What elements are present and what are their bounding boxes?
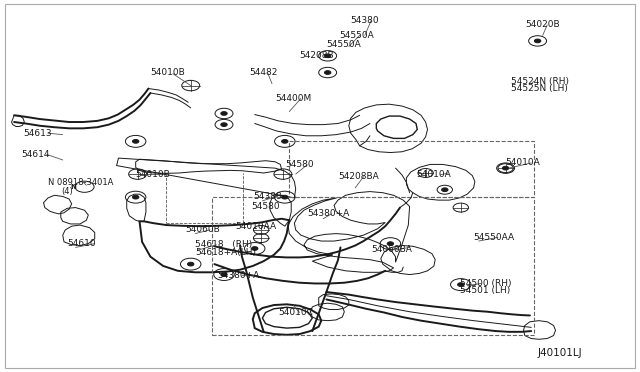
Text: 54010A: 54010A <box>416 170 451 179</box>
Text: 54010A: 54010A <box>506 158 540 167</box>
Text: 54208B: 54208B <box>300 51 334 60</box>
Text: 54580: 54580 <box>251 202 280 211</box>
Circle shape <box>324 71 331 74</box>
Circle shape <box>282 140 288 143</box>
Text: 54020B: 54020B <box>525 20 559 29</box>
Circle shape <box>458 283 464 286</box>
Text: 54550A: 54550A <box>339 31 374 40</box>
Text: 54208BA: 54208BA <box>338 172 379 181</box>
Text: 54610: 54610 <box>67 239 96 248</box>
Bar <box>212 197 534 335</box>
Text: 54500 (RH): 54500 (RH) <box>460 279 511 288</box>
Text: 54060B: 54060B <box>186 225 220 234</box>
Text: 54550AA: 54550AA <box>474 233 515 242</box>
Text: J40101LJ: J40101LJ <box>538 349 582 358</box>
Text: 54525N (LH): 54525N (LH) <box>511 84 568 93</box>
Circle shape <box>442 188 448 192</box>
Text: 54501 (LH): 54501 (LH) <box>460 286 510 295</box>
Text: 54388: 54388 <box>253 192 282 201</box>
Text: 54380: 54380 <box>351 16 380 25</box>
Text: 54010B: 54010B <box>136 170 170 179</box>
Text: 54400M: 54400M <box>275 94 312 103</box>
Text: 54614: 54614 <box>22 150 51 159</box>
Text: 54380+A: 54380+A <box>307 209 349 218</box>
Text: 54010B: 54010B <box>150 68 185 77</box>
Text: 54613: 54613 <box>24 129 52 138</box>
Bar <box>289 141 534 197</box>
Text: 54010AA: 54010AA <box>236 222 276 231</box>
Circle shape <box>221 273 227 276</box>
Text: 54010C: 54010C <box>278 308 313 317</box>
Circle shape <box>324 54 331 58</box>
Circle shape <box>387 242 394 246</box>
Circle shape <box>221 123 227 126</box>
Text: 54482: 54482 <box>250 68 278 77</box>
Text: 54618   (RH): 54618 (RH) <box>195 240 252 249</box>
Circle shape <box>282 195 288 199</box>
Text: 54380+A: 54380+A <box>218 271 260 280</box>
Text: 54060BA: 54060BA <box>371 246 412 254</box>
Circle shape <box>188 262 194 266</box>
Text: 54524N (RH): 54524N (RH) <box>511 77 569 86</box>
Circle shape <box>534 39 541 43</box>
Circle shape <box>221 112 227 115</box>
Text: N: N <box>70 184 76 190</box>
Circle shape <box>132 140 139 143</box>
Text: 54580: 54580 <box>285 160 314 169</box>
Circle shape <box>502 166 509 170</box>
Text: 54618+A(LH): 54618+A(LH) <box>195 248 256 257</box>
Text: 54550A: 54550A <box>326 40 361 49</box>
Circle shape <box>132 195 139 199</box>
Text: (4): (4) <box>61 187 72 196</box>
Text: N 08918-3401A: N 08918-3401A <box>48 178 113 187</box>
Circle shape <box>252 247 258 250</box>
